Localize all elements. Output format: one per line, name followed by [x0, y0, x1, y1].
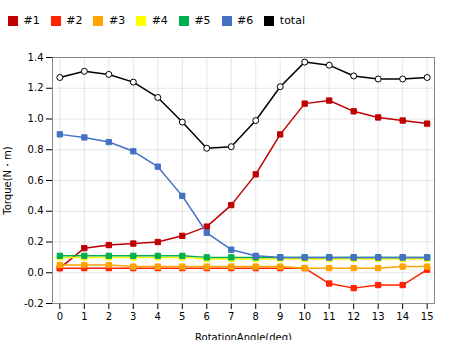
svg-text:14: 14 [396, 310, 409, 321]
svg-text:11: 11 [323, 310, 336, 321]
svg-text:15: 15 [421, 310, 434, 321]
html-text:#6: #6 [237, 14, 254, 27]
svg-text:0.4: 0.4 [28, 205, 44, 216]
svg-text:10: 10 [298, 310, 311, 321]
html-text:#4: #4 [151, 14, 168, 27]
html-text:#3: #3 [108, 14, 126, 27]
svg-text:Torque(N・m): Torque(N・m) [2, 146, 13, 215]
html-text:#5: #5 [194, 14, 211, 27]
svg-text:1.2: 1.2 [28, 82, 44, 93]
svg-text:6: 6 [204, 310, 210, 321]
svg-text:RotationAngle(deg): RotationAngle(deg) [195, 331, 292, 340]
svg-text:1.0: 1.0 [28, 113, 44, 124]
svg-text:-0.2: -0.2 [24, 297, 44, 308]
svg-text:1: 1 [81, 310, 87, 321]
svg-text:2: 2 [106, 310, 112, 321]
svg-text:0.6: 0.6 [28, 174, 44, 185]
svg-text:4: 4 [155, 310, 161, 321]
svg-text:0.0: 0.0 [28, 266, 44, 277]
html-text:total: total [279, 14, 305, 27]
svg-text:3: 3 [130, 310, 136, 321]
svg-text:8: 8 [253, 310, 259, 321]
svg-text:0.8: 0.8 [28, 143, 44, 154]
svg-text:1.4: 1.4 [28, 51, 44, 62]
svg-text:12: 12 [347, 310, 360, 321]
svg-text:0.2: 0.2 [28, 236, 44, 247]
svg-text:9: 9 [277, 310, 283, 321]
svg-text:13: 13 [372, 310, 385, 321]
svg-text:0: 0 [57, 310, 63, 321]
svg-text:7: 7 [228, 310, 234, 321]
svg-text:5: 5 [179, 310, 185, 321]
html-text:#1: #1 [23, 14, 40, 27]
html-text:#2: #2 [66, 14, 83, 27]
